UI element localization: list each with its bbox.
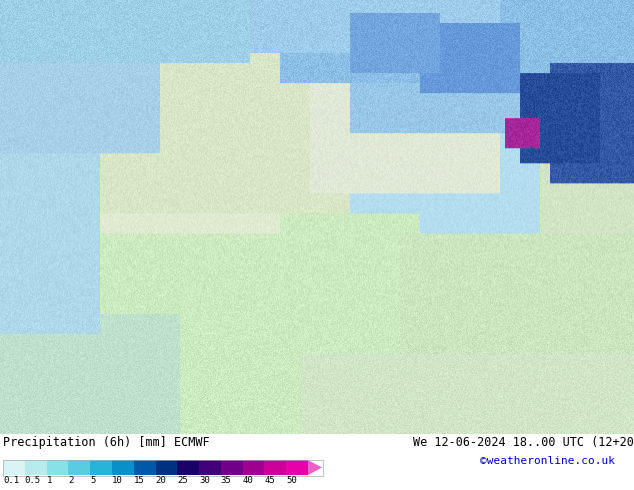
Bar <box>68 460 90 475</box>
Bar <box>46 460 68 475</box>
Text: 0.1: 0.1 <box>3 476 19 485</box>
Text: 30: 30 <box>199 476 210 485</box>
Text: 0.5: 0.5 <box>25 476 41 485</box>
Text: We 12-06-2024 18..00 UTC (12+204: We 12-06-2024 18..00 UTC (12+204 <box>413 436 634 449</box>
Polygon shape <box>308 460 322 475</box>
Bar <box>3 460 323 475</box>
Text: ©weatheronline.co.uk: ©weatheronline.co.uk <box>480 456 615 466</box>
Bar <box>25 460 46 475</box>
Text: 25: 25 <box>178 476 188 485</box>
Text: 1: 1 <box>46 476 52 485</box>
Text: 40: 40 <box>243 476 254 485</box>
Bar <box>264 460 286 475</box>
Bar <box>90 460 112 475</box>
Text: 20: 20 <box>155 476 166 485</box>
Text: 35: 35 <box>221 476 231 485</box>
Bar <box>221 460 243 475</box>
Bar <box>286 460 308 475</box>
Bar <box>243 460 264 475</box>
Text: 50: 50 <box>286 476 297 485</box>
Text: 10: 10 <box>112 476 122 485</box>
Text: Precipitation (6h) [mm] ECMWF: Precipitation (6h) [mm] ECMWF <box>3 436 210 449</box>
Bar <box>134 460 155 475</box>
Bar <box>178 460 199 475</box>
Text: 5: 5 <box>90 476 96 485</box>
Text: 15: 15 <box>134 476 145 485</box>
Text: 45: 45 <box>264 476 275 485</box>
Bar <box>155 460 178 475</box>
Bar <box>112 460 134 475</box>
Bar <box>3 460 25 475</box>
Text: 2: 2 <box>68 476 74 485</box>
Bar <box>199 460 221 475</box>
